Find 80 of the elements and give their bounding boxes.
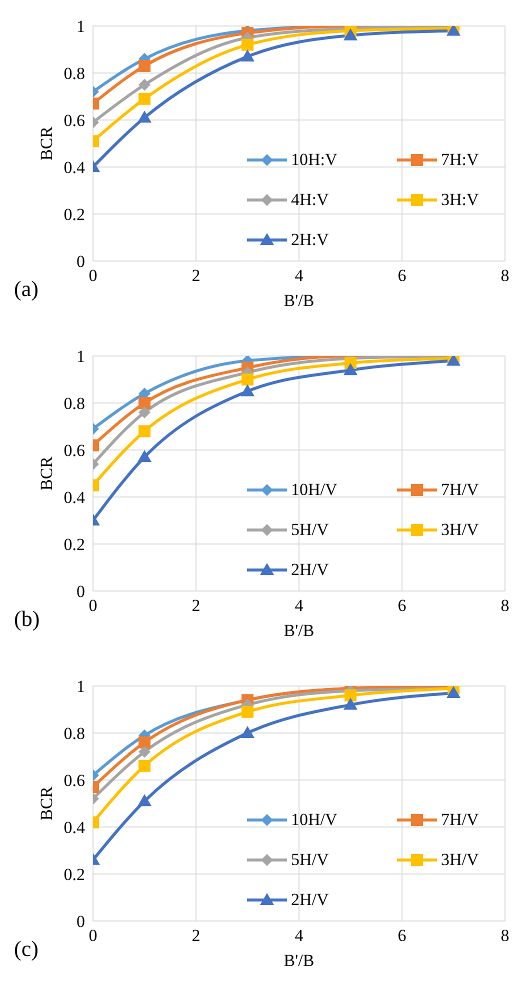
x-tick-label: 2 [192,926,200,946]
legend-label: 5H/V [291,520,329,540]
y-tick-label: 0.8 [64,64,85,84]
point [138,450,152,462]
x-axis-title: B'/B [284,621,314,640]
x-tick-label: 6 [398,926,406,946]
y-axis-title: BCR [37,126,56,161]
x-tick-label: 8 [500,596,510,616]
y-tick-label: 0.8 [64,724,85,744]
y-tick-label: 0.6 [64,441,85,460]
y-tick-label: 0 [76,582,85,602]
point [138,397,150,409]
legend-label: 2H:V [291,230,329,250]
y-tick-label: 0.6 [64,111,85,130]
point [344,363,358,376]
y-tick-label: 0.2 [64,535,85,554]
y-tick-label: 0 [76,912,85,932]
point [446,686,460,698]
legend-label: 7H:V [441,150,479,170]
point [138,746,150,758]
y-tick-label: 0.8 [64,394,85,414]
x-tick-label: 0 [88,266,98,286]
y-tick-label: 1 [76,677,85,696]
point [344,698,358,710]
x-tick-label: 0 [88,596,98,616]
point [240,384,254,396]
legend-label: 3H/V [441,520,479,540]
x-tick-label: 4 [294,596,304,616]
legend-label: 4H:V [291,190,329,210]
point [138,92,150,105]
text: (b) [14,606,40,632]
y-tick-label: 0.2 [64,865,85,884]
y-tick-label: 0.2 [64,205,85,224]
point [242,38,254,51]
point [138,425,150,438]
point [138,78,150,91]
legend-label: 10H:V [291,150,338,170]
point [240,726,254,738]
point [138,406,150,418]
legend-label: 2H/V [291,890,329,910]
legend-label: 3H:V [441,190,479,210]
point [138,794,152,806]
x-tick-label: 6 [398,266,406,286]
point [138,760,150,772]
x-tick-label: 4 [294,926,304,946]
legend-label: 5H/V [291,850,329,870]
point [344,28,358,40]
x-tick-label: 0 [88,926,98,946]
text: (c) [14,936,38,962]
point [138,110,152,123]
x-axis-title: B'/B [284,951,314,970]
legend-label: 2H/V [291,560,329,580]
text: (a) [14,276,38,302]
y-axis-title: BCR [37,456,56,491]
x-tick-label: 8 [500,926,510,946]
x-tick-label: 4 [294,266,304,286]
y-tick-label: 1 [76,17,85,36]
legend-label: 3H/V [441,850,479,870]
point [138,736,150,748]
legend-label: 7H/V [441,810,479,830]
legend-label: 7H/V [441,480,479,500]
x-tick-label: 2 [192,266,200,286]
point [240,50,254,62]
point [344,689,356,702]
y-tick-label: 1 [76,347,85,366]
y-tick-label: 0.6 [64,771,85,790]
y-tick-label: 0.4 [64,488,86,508]
legend-label: 10H/V [291,480,338,500]
x-tick-label: 8 [500,266,510,286]
y-tick-label: 0 [76,252,85,272]
point [242,374,254,386]
x-tick-label: 2 [192,596,200,616]
legend-label: 10H/V [291,810,338,830]
y-tick-label: 0.4 [64,158,86,178]
y-tick-label: 0.4 [64,818,86,838]
point [138,60,150,72]
y-axis-title: BCR [37,786,56,821]
x-axis-title: B'/B [284,291,314,310]
x-tick-label: 6 [398,596,406,616]
point [242,706,254,718]
